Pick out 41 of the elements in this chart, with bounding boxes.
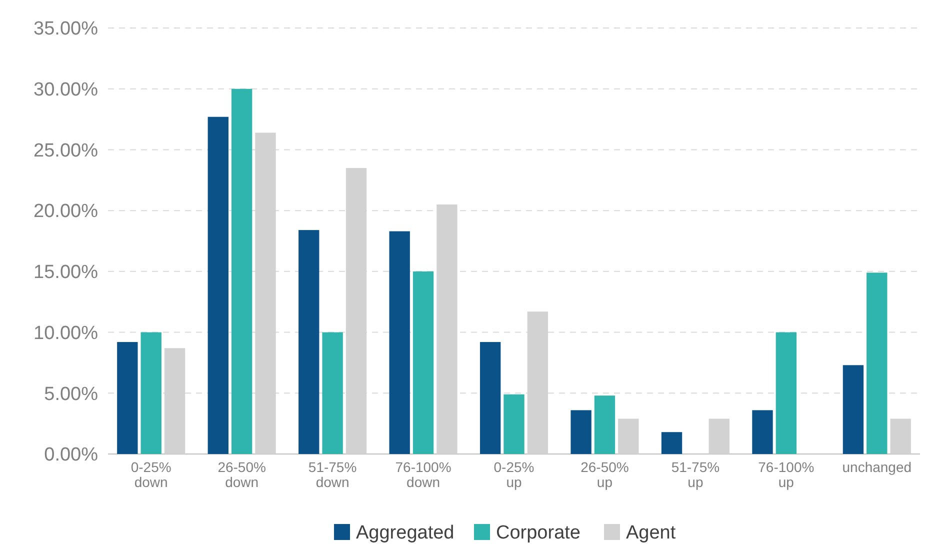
bar xyxy=(436,204,458,454)
y-tick-label: 35.00% xyxy=(34,18,98,40)
bar xyxy=(117,342,138,454)
bar xyxy=(866,272,888,454)
x-tick-label: 26-50% up xyxy=(580,459,629,490)
y-tick-label: 10.00% xyxy=(34,322,98,344)
bar xyxy=(322,332,343,454)
y-tick-label: 15.00% xyxy=(34,262,98,284)
y-tick-label: 0.00% xyxy=(44,444,98,466)
legend-label: Aggregated xyxy=(356,522,454,544)
bar xyxy=(618,418,639,454)
bar xyxy=(389,231,410,454)
x-tick-label: 76-100% down xyxy=(395,459,452,490)
bar xyxy=(504,394,524,454)
y-tick-label: 25.00% xyxy=(34,140,98,162)
bar xyxy=(661,432,682,454)
bar xyxy=(890,418,911,454)
x-tick-label: 0-25% down xyxy=(130,459,172,490)
bar xyxy=(231,88,252,454)
bar xyxy=(480,342,501,454)
x-tick-label: unchanged xyxy=(842,459,912,475)
bar xyxy=(412,271,434,454)
legend-label: Agent xyxy=(626,522,676,544)
y-tick-label: 30.00% xyxy=(34,80,98,101)
bar xyxy=(708,418,730,454)
y-tick-label: 20.00% xyxy=(34,201,98,222)
x-tick-label: 0-25% up xyxy=(494,459,534,490)
bar xyxy=(842,365,864,454)
bar xyxy=(140,332,162,454)
x-tick-label: 51-75% up xyxy=(671,459,720,490)
bar xyxy=(752,410,773,454)
bar xyxy=(298,230,320,454)
x-tick-label: 51-75% down xyxy=(308,459,357,490)
bar xyxy=(208,116,228,454)
bar xyxy=(570,410,592,454)
x-tick-label: 26-50% down xyxy=(218,459,266,490)
x-tick-label: 76-100% up xyxy=(758,459,814,490)
bar xyxy=(776,332,797,454)
y-tick-label: 5.00% xyxy=(44,384,98,405)
legend-label: Corporate xyxy=(496,522,580,544)
bar xyxy=(594,396,616,454)
